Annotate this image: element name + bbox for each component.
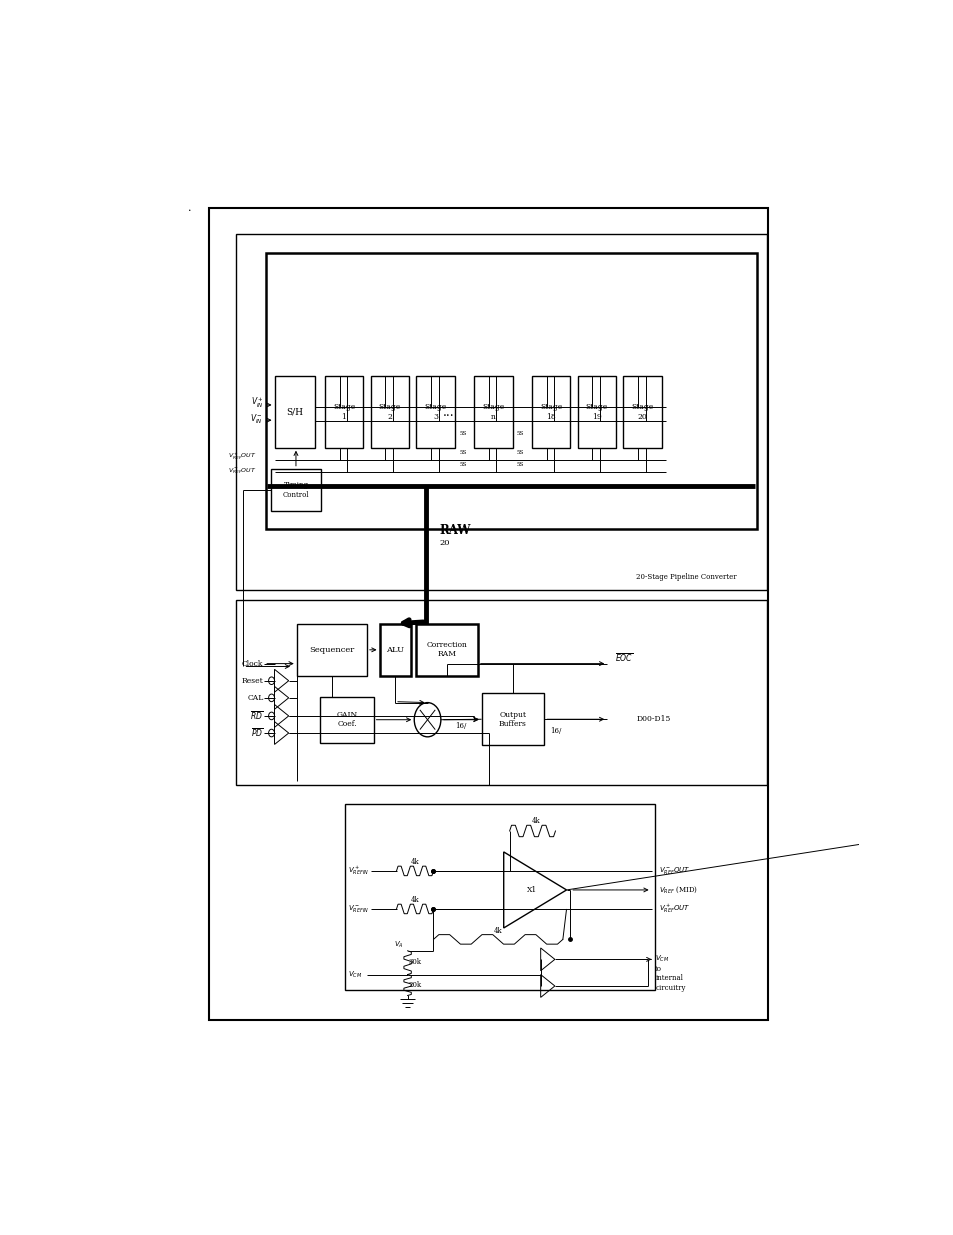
Text: Stage
20: Stage 20	[631, 404, 653, 421]
Text: Stage
18: Stage 18	[539, 404, 561, 421]
Text: $V_{REF}^+OUT$: $V_{REF}^+OUT$	[659, 903, 690, 915]
Text: 5S: 5S	[517, 462, 524, 467]
Bar	[296, 624, 367, 676]
Text: 5S: 5S	[459, 450, 466, 454]
Text: Stage
2: Stage 2	[378, 404, 400, 421]
Bar	[623, 377, 661, 448]
Text: 4k: 4k	[532, 818, 540, 825]
Text: X1: X1	[526, 885, 537, 894]
Text: 5S: 5S	[517, 450, 524, 454]
Text: ...: ...	[442, 405, 454, 419]
Bar	[274, 377, 314, 448]
Text: 30k: 30k	[408, 958, 421, 966]
Text: D00-D15: D00-D15	[637, 715, 671, 724]
Bar	[531, 377, 570, 448]
Text: Timing
Control: Timing Control	[282, 482, 309, 499]
Text: 20k: 20k	[408, 981, 421, 989]
Text: 5S: 5S	[459, 462, 466, 467]
Text: RAW: RAW	[439, 524, 471, 537]
Bar	[210, 209, 767, 1020]
Text: Clock: Clock	[242, 659, 263, 668]
Bar	[235, 233, 766, 590]
Bar	[235, 600, 766, 785]
Bar	[265, 253, 757, 529]
Text: 4k: 4k	[410, 858, 419, 867]
Text: Output
Buffers: Output Buffers	[498, 710, 526, 727]
Text: $V_{REF IN}^-$: $V_{REF IN}^-$	[348, 904, 369, 914]
Bar	[481, 693, 544, 746]
Text: circuitry: circuitry	[655, 984, 685, 992]
Text: Correction
RAM: Correction RAM	[426, 641, 467, 658]
Text: $V_{IN}^+$: $V_{IN}^+$	[251, 396, 263, 410]
Bar	[370, 377, 409, 448]
Text: $\overline{EOC}$: $\overline{EOC}$	[614, 652, 632, 664]
Text: Stage
1: Stage 1	[333, 404, 355, 421]
Bar	[324, 377, 363, 448]
Text: Stage
n: Stage n	[481, 404, 504, 421]
Text: 5S: 5S	[517, 431, 524, 436]
Bar	[577, 377, 616, 448]
Text: 16/: 16/	[455, 722, 466, 730]
Text: 16/: 16/	[550, 727, 561, 735]
Text: $V_{REF IN}^+$: $V_{REF IN}^+$	[348, 864, 369, 877]
Bar	[474, 377, 512, 448]
Text: $V_{REF}^-OUT$: $V_{REF}^-OUT$	[228, 467, 255, 477]
Text: $V_{CM}$: $V_{CM}$	[655, 955, 669, 965]
Bar	[344, 804, 655, 989]
Text: internal: internal	[655, 974, 682, 982]
Text: $V_{REF}^+OUT$: $V_{REF}^+OUT$	[228, 452, 255, 462]
Text: 5S: 5S	[459, 431, 466, 436]
Text: 20: 20	[439, 538, 450, 547]
Bar	[379, 624, 410, 676]
Text: ALU: ALU	[386, 646, 404, 653]
Text: Sequencer: Sequencer	[309, 646, 355, 653]
Text: $V_A$: $V_A$	[394, 940, 403, 950]
Text: CAL: CAL	[247, 694, 263, 701]
Text: 4k: 4k	[410, 897, 419, 904]
Text: S/H: S/H	[286, 408, 303, 416]
Text: $\overline{PD}$: $\overline{PD}$	[251, 727, 263, 739]
Bar	[271, 468, 321, 511]
Text: 20-Stage Pipeline Converter: 20-Stage Pipeline Converter	[636, 573, 736, 580]
Bar	[320, 697, 374, 742]
Text: $V_{REF}^-OUT$: $V_{REF}^-OUT$	[659, 866, 690, 877]
Bar	[416, 377, 455, 448]
Text: Stage
3: Stage 3	[424, 404, 446, 421]
Bar	[416, 624, 477, 676]
Text: $V_{CM}$: $V_{CM}$	[348, 969, 362, 979]
Text: to: to	[655, 965, 661, 973]
Text: GAIN
Coef.: GAIN Coef.	[336, 711, 357, 729]
Text: .: .	[188, 203, 191, 214]
Text: $\overline{RD}$: $\overline{RD}$	[250, 710, 263, 722]
Text: 4k: 4k	[494, 926, 502, 935]
Text: Reset: Reset	[241, 677, 263, 684]
Text: $V_{IN}^-$: $V_{IN}^-$	[251, 412, 263, 426]
Text: Stage
19: Stage 19	[585, 404, 607, 421]
Text: $V_{REF}$ (MID): $V_{REF}$ (MID)	[659, 884, 698, 895]
